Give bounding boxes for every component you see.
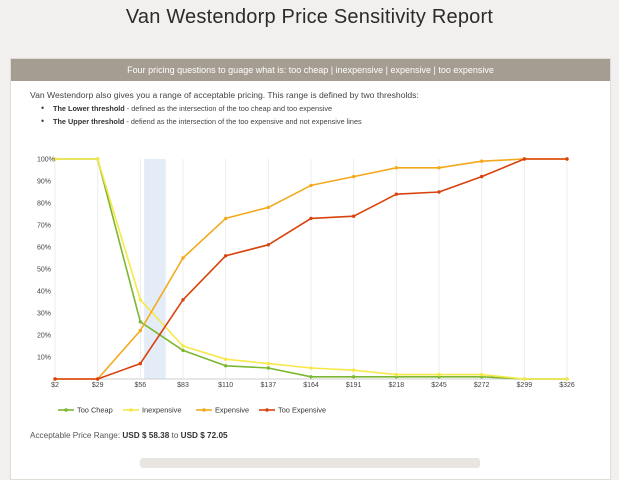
y-tick-label: 40% [37, 289, 51, 296]
series-point [351, 375, 356, 379]
series-point [522, 377, 527, 381]
legend-label: Too Expensive [278, 406, 326, 415]
y-tick-label: 10% [37, 355, 51, 362]
series-point [479, 174, 484, 179]
series-point [437, 166, 441, 170]
banner: Four pricing questions to guage what is:… [11, 59, 610, 81]
x-tick-label: $110 [218, 382, 233, 389]
series-point [266, 366, 271, 370]
series-point [266, 243, 271, 247]
threshold-list: The Lower threshold - defined as the int… [41, 103, 362, 130]
upper-threshold-desc: - defiend as the intersection of the too… [124, 117, 362, 126]
lower-threshold-title: The Lower threshold [53, 104, 125, 113]
series-point [309, 375, 313, 379]
series-point [223, 364, 228, 368]
series-point [53, 377, 57, 381]
series-point [394, 192, 399, 196]
x-tick-label: $137 [261, 382, 277, 389]
series-point [223, 254, 228, 258]
y-tick-label: 100% [37, 157, 55, 164]
series-point [95, 377, 100, 381]
series-point [351, 368, 356, 372]
y-tick-label: 70% [37, 223, 51, 230]
series-point [138, 361, 143, 366]
series-point [351, 174, 356, 179]
range-label: Acceptable Price Range: [30, 431, 123, 440]
legend-marker [129, 408, 133, 412]
series-point [138, 320, 143, 324]
upper-threshold-title: The Upper threshold [53, 117, 125, 126]
series-point [223, 216, 228, 221]
x-tick-label: $272 [474, 382, 490, 389]
price-sensitivity-chart: 10% 20% 30% 40% 50% 60% 70% 80% 90% 100% $2 $29 $56 $… [37, 157, 575, 415]
series-point [394, 372, 399, 377]
x-tick-label: $56 [134, 382, 146, 389]
upper-threshold-item: The Upper threshold - defiend as the int… [41, 116, 362, 126]
series-point [181, 348, 185, 353]
legend-marker [265, 408, 269, 412]
acceptable-range-band [144, 159, 166, 379]
x-tick-label: $29 [92, 382, 104, 389]
x-tick-label: $2 [51, 382, 59, 389]
series-point [138, 328, 143, 333]
acceptable-price-range: Acceptable Price Range: USD $ 58.38 to U… [30, 431, 228, 440]
x-tick-label: $326 [559, 382, 575, 389]
series-point [394, 166, 399, 170]
legend-marker [202, 408, 206, 412]
range-low: USD $ 58.38 [122, 431, 170, 440]
y-tick-label: 20% [37, 333, 51, 340]
series-point [437, 372, 441, 377]
range-sep: to [169, 431, 181, 440]
series-point [437, 190, 441, 194]
x-tick-label: $83 [177, 382, 189, 389]
legend-label: Inexpensive [142, 406, 181, 415]
x-tick-label: $218 [389, 382, 405, 389]
range-high: USD $ 72.05 [180, 431, 228, 440]
series-point [266, 361, 271, 366]
series-point [522, 157, 527, 161]
series-point [53, 157, 57, 161]
series-point [181, 298, 185, 302]
legend-marker [64, 408, 68, 412]
y-tick-label: 80% [37, 201, 51, 208]
next-card-edge [140, 458, 480, 468]
series-point [223, 357, 228, 361]
x-tick-label: $191 [346, 382, 362, 389]
x-tick-label: $299 [517, 382, 533, 389]
series-point [138, 298, 143, 302]
series-point [565, 157, 569, 161]
legend-label: Too Cheap [77, 406, 113, 415]
x-tick-label: $164 [303, 382, 319, 389]
series-point [309, 366, 313, 370]
series-point [95, 157, 100, 161]
y-tick-label: 90% [37, 179, 51, 186]
page-title: Van Westendorp Price Sensitivity Report [125, 6, 494, 28]
x-tick-label: $245 [431, 382, 447, 389]
lower-threshold-item: The Lower threshold - defined as the int… [41, 103, 362, 113]
y-tick-label: 50% [37, 267, 51, 274]
series-point [565, 377, 569, 381]
y-tick-label: 30% [37, 311, 51, 318]
series-point [309, 183, 313, 188]
series-point [479, 372, 484, 377]
series-point [266, 205, 271, 210]
series-point [181, 344, 185, 348]
intro-text: Van Westendorp also gives you a range of… [30, 90, 419, 100]
legend-label: Expensive [215, 406, 249, 415]
series-point [479, 159, 484, 163]
lower-threshold-desc: - defined as the intersection of the too… [124, 104, 333, 113]
series-point [309, 216, 313, 221]
series-point [181, 256, 185, 260]
y-tick-label: 60% [37, 245, 51, 252]
series-point [351, 214, 356, 218]
